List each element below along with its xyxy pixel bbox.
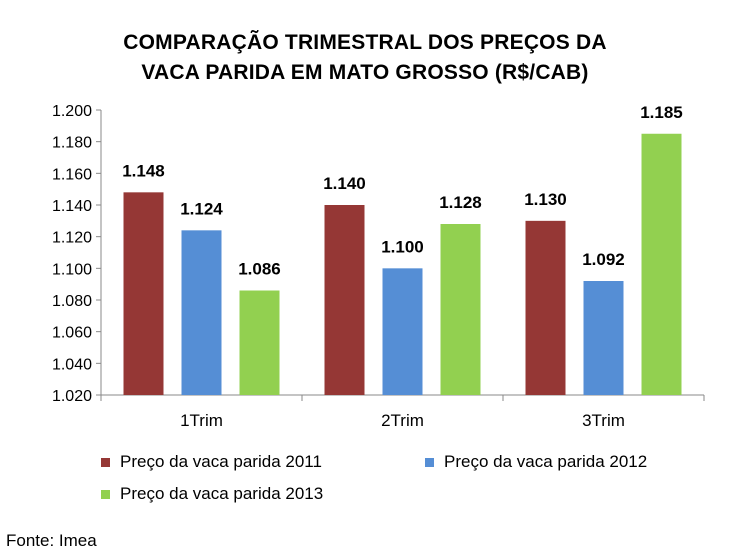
- y-tick-label: 1.140: [52, 198, 92, 215]
- y-tick-label: 1.040: [52, 356, 92, 373]
- y-tick-label: 1.020: [52, 388, 92, 405]
- bar: [382, 268, 423, 395]
- y-tick-label: 1.120: [52, 230, 92, 247]
- bar: [324, 205, 365, 395]
- y-tick-label: 1.080: [52, 293, 92, 310]
- bar: [641, 133, 682, 395]
- data-label: 1.140: [323, 174, 366, 193]
- x-tick-label: 1Trim: [180, 411, 223, 430]
- y-tick-label: 1.100: [52, 261, 92, 278]
- y-tick-label: 1.060: [52, 325, 92, 342]
- chart-title: COMPARAÇÃO TRIMESTRAL DOS PREÇOS DA VACA…: [0, 28, 730, 88]
- data-label: 1.130: [524, 190, 567, 209]
- bar: [440, 224, 481, 395]
- data-label: 1.128: [439, 193, 482, 212]
- y-tick-label: 1.180: [52, 135, 92, 152]
- y-tick-label: 1.160: [52, 166, 92, 183]
- x-tick-label: 2Trim: [381, 411, 424, 430]
- y-tick-label: 1.200: [52, 103, 92, 120]
- data-label: 1.124: [180, 199, 223, 218]
- chart-title-line-2: VACA PARIDA EM MATO GROSSO (R$/CAB): [141, 61, 589, 84]
- bar: [583, 281, 624, 395]
- bar: [181, 230, 222, 395]
- data-label: 1.100: [381, 237, 424, 256]
- bar: [525, 220, 566, 395]
- chart-title-line-1: COMPARAÇÃO TRIMESTRAL DOS PREÇOS DA: [123, 31, 607, 54]
- x-tick-label: 3Trim: [582, 411, 625, 430]
- data-label: 1.086: [238, 260, 281, 279]
- data-label: 1.185: [640, 103, 683, 122]
- data-label: 1.092: [582, 250, 625, 269]
- source-note: Fonte: Imea: [6, 531, 97, 550]
- data-label: 1.148: [122, 161, 165, 180]
- bar: [239, 290, 280, 395]
- bar: [123, 192, 164, 395]
